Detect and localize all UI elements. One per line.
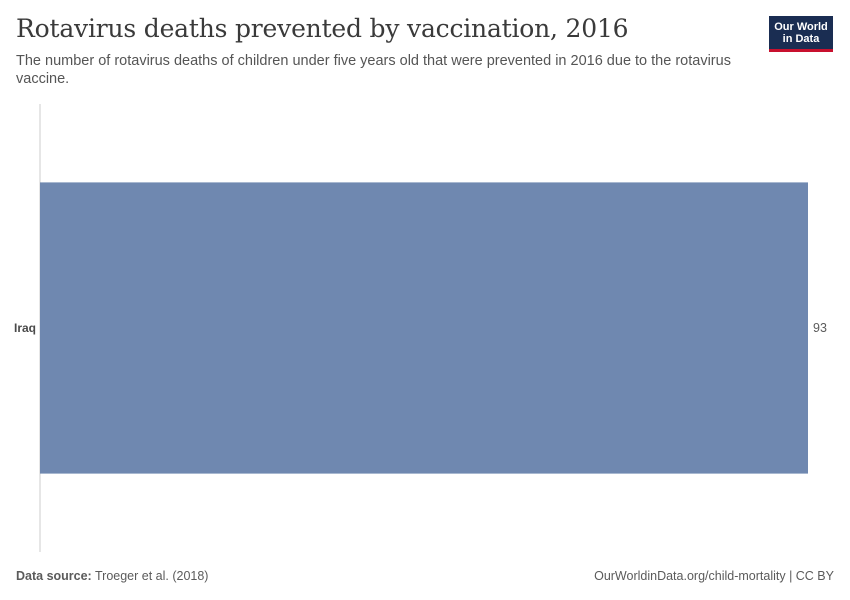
owid-logo[interactable]: Our World in Data: [769, 16, 833, 52]
footer-link[interactable]: OurWorldinData.org/child-mortality | CC …: [594, 569, 834, 583]
data-source-label: Data source:: [16, 569, 92, 583]
bar-iraq[interactable]: [40, 182, 808, 474]
value-label: 93: [813, 321, 827, 335]
category-label: Iraq: [14, 321, 36, 335]
chart-title: Rotavirus deaths prevented by vaccinatio…: [16, 14, 629, 43]
chart-subtitle: The number of rotavirus deaths of childr…: [16, 53, 731, 87]
logo-line-2: in Data: [782, 32, 820, 45]
data-source: Data source: Troeger et al. (2018): [16, 569, 208, 583]
data-source-value[interactable]: Troeger et al. (2018): [94, 569, 209, 583]
logo-line-1: Our World: [774, 20, 828, 33]
